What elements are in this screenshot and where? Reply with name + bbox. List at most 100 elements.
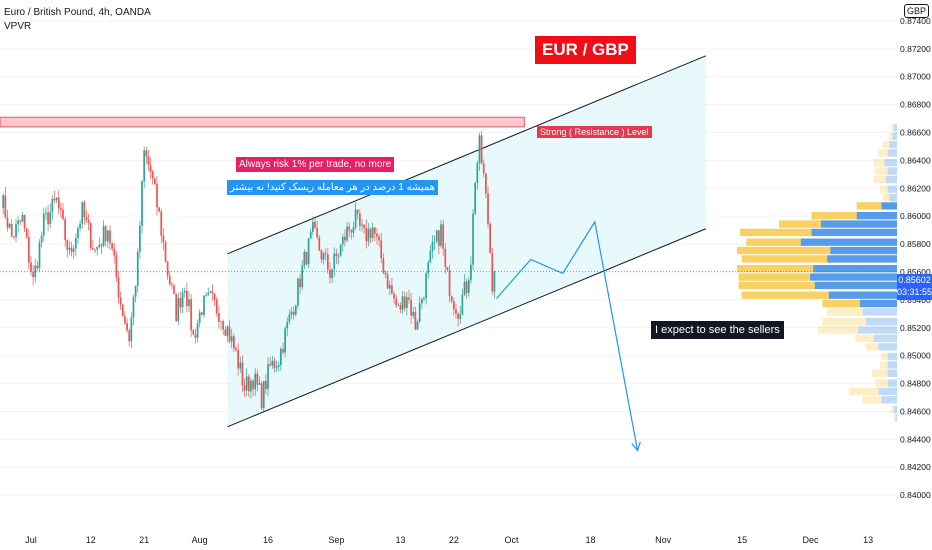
channel-fill [227, 55, 706, 427]
candle-body [245, 376, 248, 391]
candle-body [399, 305, 402, 310]
price-tick-label: 0.86400 [900, 155, 931, 165]
candle-body [420, 299, 423, 304]
candle-body [145, 150, 148, 157]
vp-bar-up [892, 132, 897, 140]
candle-body [250, 380, 252, 392]
candle-body [322, 253, 325, 260]
vp-bar-up [881, 396, 897, 404]
vp-bar-down [890, 124, 894, 132]
vp-bar-down [865, 343, 879, 351]
candle-body [10, 223, 13, 237]
projection-path[interactable] [496, 220, 641, 452]
vp-bar-up [887, 352, 897, 361]
price-tick-label: 0.86200 [900, 183, 931, 193]
price-tick-label: 0.86600 [900, 128, 931, 138]
time-tick-label: Oct [504, 535, 519, 545]
vp-bar-up [887, 149, 897, 157]
candle-body [331, 269, 333, 278]
candle-body [269, 364, 272, 366]
vp-bar-up [859, 299, 897, 308]
candle-body [119, 297, 122, 305]
candle-body [290, 311, 293, 315]
vp-bar-down [879, 185, 888, 193]
time-axis[interactable]: Jul 12 21 Aug 16 Sep 13 22 Oct 18 Nov 15 Dec 13 [0, 530, 897, 550]
candle-body [230, 336, 233, 342]
candle-body [354, 209, 357, 228]
candle-body [459, 314, 462, 319]
candle-body [465, 281, 468, 293]
candle-body [299, 278, 301, 288]
candle-body [21, 214, 24, 222]
candle-body [397, 305, 400, 307]
currency-badge[interactable]: GBP [904, 4, 930, 18]
vp-bar-up [878, 387, 897, 396]
candle-body [491, 252, 494, 292]
candle-body [412, 311, 415, 316]
vp-bar-up [828, 291, 897, 299]
candle-body [307, 238, 310, 265]
candle-body [226, 326, 229, 336]
candle-body [113, 248, 116, 256]
vp-bar-up [887, 369, 897, 377]
channel-upper-line [227, 55, 707, 255]
candle-body [164, 242, 167, 262]
price-tick-label: 0.86800 [900, 100, 931, 110]
candle-body [262, 380, 265, 409]
time-axis-bg [0, 530, 897, 550]
candle-body [121, 304, 124, 317]
vp-bar-down [878, 149, 888, 157]
candle-body [198, 312, 201, 324]
vp-bar-up [814, 281, 897, 290]
vp-bar-up [887, 167, 897, 175]
time-tick-label: 13 [395, 535, 405, 545]
price-tick-label: 0.87200 [900, 44, 931, 54]
indicator-label[interactable]: VPVR [4, 21, 32, 32]
candle-body [256, 373, 259, 385]
candle-body [211, 291, 214, 294]
candle-body [74, 238, 77, 249]
resistance-box [0, 116, 525, 128]
candle-body [489, 224, 492, 253]
time-tick-label: 16 [263, 535, 273, 545]
candle-body [418, 303, 421, 322]
candle-body [55, 197, 58, 201]
candle-body [224, 329, 227, 336]
candle-body [314, 221, 316, 229]
candle-body [408, 297, 410, 300]
candle-body [440, 224, 442, 246]
candle-body [173, 285, 175, 294]
candle-body [23, 214, 26, 229]
resistance-label: Strong ( Resistance ) Level [537, 126, 652, 138]
candle-body [126, 323, 128, 331]
candle-body [62, 209, 64, 219]
candle-body [339, 244, 342, 256]
candle-body [160, 211, 163, 236]
price-tick-label: 0.84000 [900, 490, 931, 500]
candle-body [344, 236, 346, 241]
candle-body [288, 314, 291, 322]
candle-body [284, 328, 286, 353]
candle-body [203, 295, 205, 315]
candle-body [200, 312, 203, 315]
candle-body [463, 281, 466, 295]
candle-body [312, 221, 314, 232]
resistance-zone[interactable] [0, 116, 525, 128]
candle-body [416, 321, 419, 330]
candle-body [410, 299, 412, 316]
candle-body [373, 227, 376, 234]
candle-body [188, 299, 190, 307]
vp-bar-up [873, 334, 897, 343]
current-price-value: 0.85602 [898, 275, 931, 285]
candle-body [371, 227, 374, 238]
vp-bar-down [879, 361, 888, 369]
channel-lower-line [227, 228, 707, 428]
candle-body [215, 299, 218, 314]
candle-body [478, 135, 481, 163]
price-channel[interactable] [227, 55, 707, 428]
candle-body [271, 360, 274, 366]
vp-bar-up [884, 159, 897, 167]
candle-body [265, 380, 267, 390]
candle-body [386, 274, 389, 289]
